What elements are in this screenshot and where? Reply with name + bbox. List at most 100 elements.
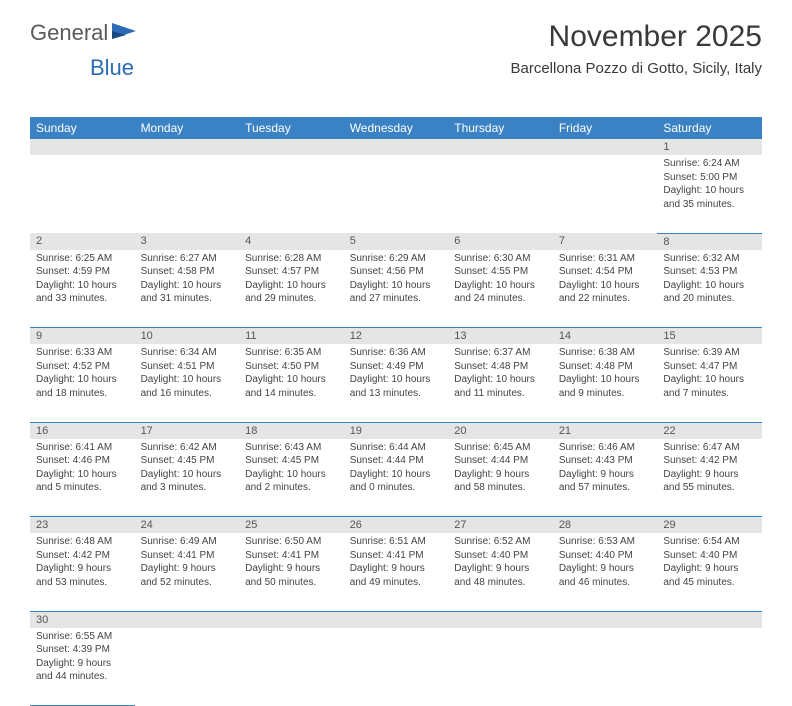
day-number-cell: 22 bbox=[657, 422, 762, 439]
day-cell bbox=[553, 628, 658, 706]
logo-text-general: General bbox=[30, 20, 108, 46]
day-cell bbox=[448, 628, 553, 706]
day-number-row: 30 bbox=[30, 611, 762, 628]
day-cell-content: Sunrise: 6:25 AMSunset: 4:59 PMDaylight:… bbox=[30, 250, 135, 310]
calendar-table: SundayMondayTuesdayWednesdayThursdayFrid… bbox=[30, 117, 762, 706]
day-cell: Sunrise: 6:42 AMSunset: 4:45 PMDaylight:… bbox=[135, 439, 240, 517]
day-cell-content: Sunrise: 6:44 AMSunset: 4:44 PMDaylight:… bbox=[344, 439, 449, 499]
day-cell: Sunrise: 6:45 AMSunset: 4:44 PMDaylight:… bbox=[448, 439, 553, 517]
day-number-cell: 17 bbox=[135, 422, 240, 439]
day-cell bbox=[553, 155, 658, 233]
day-content-row: Sunrise: 6:48 AMSunset: 4:42 PMDaylight:… bbox=[30, 533, 762, 611]
day-cell-content: Sunrise: 6:41 AMSunset: 4:46 PMDaylight:… bbox=[30, 439, 135, 499]
day-content-row: Sunrise: 6:24 AMSunset: 5:00 PMDaylight:… bbox=[30, 155, 762, 233]
day-cell-content: Sunrise: 6:35 AMSunset: 4:50 PMDaylight:… bbox=[239, 344, 344, 404]
day-number-cell: 19 bbox=[344, 422, 449, 439]
day-header: Sunday bbox=[30, 117, 135, 139]
day-number-cell: 10 bbox=[135, 328, 240, 345]
day-cell-content: Sunrise: 6:29 AMSunset: 4:56 PMDaylight:… bbox=[344, 250, 449, 310]
day-number-cell: 4 bbox=[239, 233, 344, 250]
day-cell-content: Sunrise: 6:34 AMSunset: 4:51 PMDaylight:… bbox=[135, 344, 240, 404]
day-header: Tuesday bbox=[239, 117, 344, 139]
day-cell: Sunrise: 6:48 AMSunset: 4:42 PMDaylight:… bbox=[30, 533, 135, 611]
day-cell bbox=[239, 628, 344, 706]
day-number-cell: 8 bbox=[657, 233, 762, 250]
day-number-cell: 12 bbox=[344, 328, 449, 345]
day-number-cell bbox=[239, 139, 344, 155]
day-cell bbox=[30, 155, 135, 233]
day-header: Thursday bbox=[448, 117, 553, 139]
day-cell: Sunrise: 6:52 AMSunset: 4:40 PMDaylight:… bbox=[448, 533, 553, 611]
day-cell-content: Sunrise: 6:45 AMSunset: 4:44 PMDaylight:… bbox=[448, 439, 553, 499]
day-header: Wednesday bbox=[344, 117, 449, 139]
day-number-cell bbox=[30, 139, 135, 155]
day-cell: Sunrise: 6:54 AMSunset: 4:40 PMDaylight:… bbox=[657, 533, 762, 611]
day-number-cell bbox=[657, 611, 762, 628]
day-cell bbox=[239, 155, 344, 233]
logo-text-blue: Blue bbox=[90, 55, 134, 80]
day-number-cell: 3 bbox=[135, 233, 240, 250]
day-cell-content: Sunrise: 6:47 AMSunset: 4:42 PMDaylight:… bbox=[657, 439, 762, 499]
day-number-cell: 1 bbox=[657, 139, 762, 155]
day-cell: Sunrise: 6:49 AMSunset: 4:41 PMDaylight:… bbox=[135, 533, 240, 611]
day-cell: Sunrise: 6:43 AMSunset: 4:45 PMDaylight:… bbox=[239, 439, 344, 517]
day-cell-content: Sunrise: 6:42 AMSunset: 4:45 PMDaylight:… bbox=[135, 439, 240, 499]
day-number-cell: 23 bbox=[30, 517, 135, 534]
day-cell-content: Sunrise: 6:39 AMSunset: 4:47 PMDaylight:… bbox=[657, 344, 762, 404]
day-number-cell: 11 bbox=[239, 328, 344, 345]
day-cell: Sunrise: 6:24 AMSunset: 5:00 PMDaylight:… bbox=[657, 155, 762, 233]
day-cell-content: Sunrise: 6:48 AMSunset: 4:42 PMDaylight:… bbox=[30, 533, 135, 593]
day-number-cell: 6 bbox=[448, 233, 553, 250]
day-number-cell: 9 bbox=[30, 328, 135, 345]
logo: General bbox=[30, 20, 140, 46]
day-number-row: 1 bbox=[30, 139, 762, 155]
day-number-cell bbox=[344, 139, 449, 155]
day-number-cell bbox=[135, 139, 240, 155]
day-number-cell bbox=[448, 139, 553, 155]
day-number-cell: 26 bbox=[344, 517, 449, 534]
day-number-cell: 14 bbox=[553, 328, 658, 345]
day-cell: Sunrise: 6:27 AMSunset: 4:58 PMDaylight:… bbox=[135, 250, 240, 328]
day-cell-content: Sunrise: 6:43 AMSunset: 4:45 PMDaylight:… bbox=[239, 439, 344, 499]
day-content-row: Sunrise: 6:33 AMSunset: 4:52 PMDaylight:… bbox=[30, 344, 762, 422]
day-cell bbox=[135, 628, 240, 706]
page-title: November 2025 bbox=[511, 20, 763, 54]
day-number-cell: 20 bbox=[448, 422, 553, 439]
day-cell: Sunrise: 6:30 AMSunset: 4:55 PMDaylight:… bbox=[448, 250, 553, 328]
day-number-cell bbox=[344, 611, 449, 628]
day-cell-content: Sunrise: 6:54 AMSunset: 4:40 PMDaylight:… bbox=[657, 533, 762, 593]
day-number-row: 16171819202122 bbox=[30, 422, 762, 439]
day-cell: Sunrise: 6:38 AMSunset: 4:48 PMDaylight:… bbox=[553, 344, 658, 422]
day-content-row: Sunrise: 6:41 AMSunset: 4:46 PMDaylight:… bbox=[30, 439, 762, 517]
day-cell-content: Sunrise: 6:38 AMSunset: 4:48 PMDaylight:… bbox=[553, 344, 658, 404]
day-number-cell bbox=[553, 611, 658, 628]
day-cell: Sunrise: 6:47 AMSunset: 4:42 PMDaylight:… bbox=[657, 439, 762, 517]
day-cell: Sunrise: 6:32 AMSunset: 4:53 PMDaylight:… bbox=[657, 250, 762, 328]
day-cell: Sunrise: 6:37 AMSunset: 4:48 PMDaylight:… bbox=[448, 344, 553, 422]
day-cell bbox=[135, 155, 240, 233]
day-cell: Sunrise: 6:36 AMSunset: 4:49 PMDaylight:… bbox=[344, 344, 449, 422]
day-cell-content: Sunrise: 6:53 AMSunset: 4:40 PMDaylight:… bbox=[553, 533, 658, 593]
day-cell: Sunrise: 6:51 AMSunset: 4:41 PMDaylight:… bbox=[344, 533, 449, 611]
day-number-cell bbox=[448, 611, 553, 628]
day-cell-content: Sunrise: 6:46 AMSunset: 4:43 PMDaylight:… bbox=[553, 439, 658, 499]
day-cell-content: Sunrise: 6:33 AMSunset: 4:52 PMDaylight:… bbox=[30, 344, 135, 404]
day-cell-content: Sunrise: 6:49 AMSunset: 4:41 PMDaylight:… bbox=[135, 533, 240, 593]
day-header: Monday bbox=[135, 117, 240, 139]
day-cell: Sunrise: 6:41 AMSunset: 4:46 PMDaylight:… bbox=[30, 439, 135, 517]
day-content-row: Sunrise: 6:25 AMSunset: 4:59 PMDaylight:… bbox=[30, 250, 762, 328]
day-cell-content: Sunrise: 6:27 AMSunset: 4:58 PMDaylight:… bbox=[135, 250, 240, 310]
day-header: Friday bbox=[553, 117, 658, 139]
day-number-cell: 27 bbox=[448, 517, 553, 534]
day-cell-content: Sunrise: 6:50 AMSunset: 4:41 PMDaylight:… bbox=[239, 533, 344, 593]
day-cell: Sunrise: 6:25 AMSunset: 4:59 PMDaylight:… bbox=[30, 250, 135, 328]
day-number-cell: 16 bbox=[30, 422, 135, 439]
day-cell: Sunrise: 6:55 AMSunset: 4:39 PMDaylight:… bbox=[30, 628, 135, 706]
day-number-cell: 28 bbox=[553, 517, 658, 534]
day-cell: Sunrise: 6:50 AMSunset: 4:41 PMDaylight:… bbox=[239, 533, 344, 611]
day-number-cell: 30 bbox=[30, 611, 135, 628]
day-cell-content: Sunrise: 6:30 AMSunset: 4:55 PMDaylight:… bbox=[448, 250, 553, 310]
day-cell-content: Sunrise: 6:36 AMSunset: 4:49 PMDaylight:… bbox=[344, 344, 449, 404]
day-number-row: 2345678 bbox=[30, 233, 762, 250]
day-cell: Sunrise: 6:44 AMSunset: 4:44 PMDaylight:… bbox=[344, 439, 449, 517]
